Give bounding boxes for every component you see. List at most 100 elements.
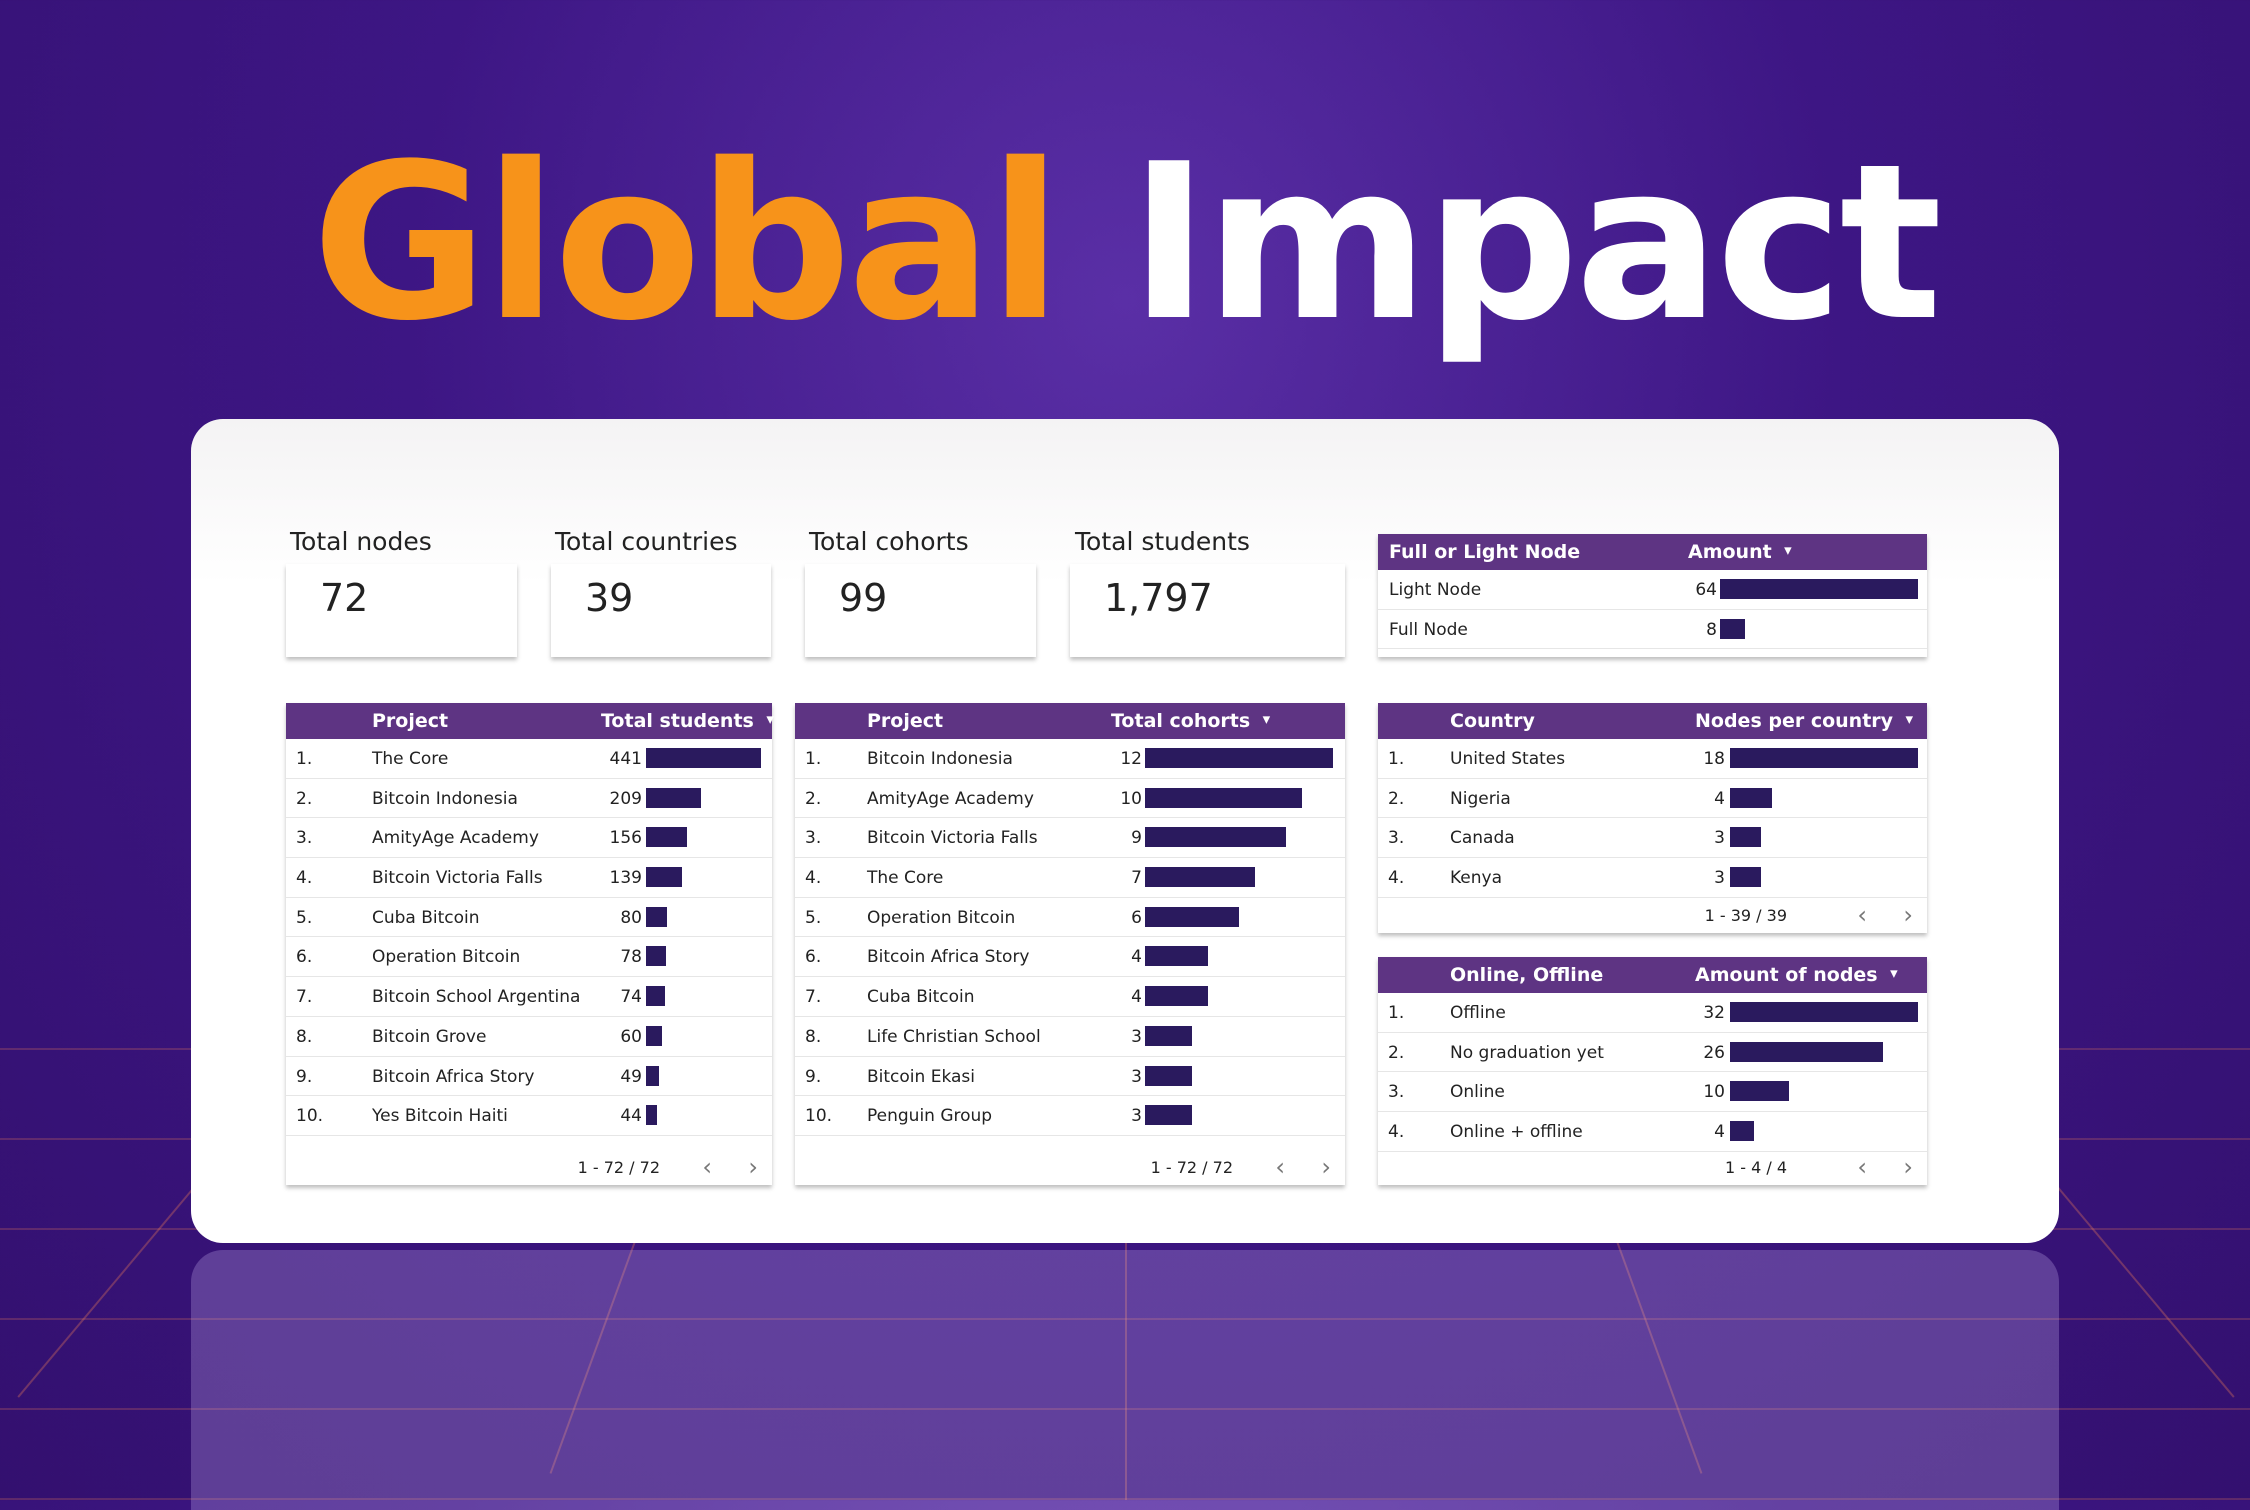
table-row: 1. United States 18 — [1378, 739, 1927, 779]
row-rank: 1. — [296, 749, 313, 769]
table-row: 5. Cuba Bitcoin 80 — [286, 898, 772, 938]
kpi-value-cohorts: 99 — [805, 564, 1036, 657]
row-rank: 10. — [805, 1106, 833, 1127]
column-header-label: Full or Light Node — [1389, 541, 1581, 563]
column-header-label: Project — [867, 710, 944, 732]
countries-table: Country Nodes per country ▾ 1. United States… — [1378, 703, 1927, 933]
next-page-button[interactable]: › — [748, 1153, 758, 1181]
value-bar — [646, 867, 683, 888]
value-bar — [1730, 1002, 1918, 1022]
row-value: 3 — [1131, 1106, 1142, 1127]
value-bar — [646, 1065, 659, 1086]
row-rank: 3. — [296, 828, 313, 849]
table-row: 10. Yes Bitcoin Haiti 44 — [286, 1096, 772, 1136]
row-rank: 2. — [1388, 788, 1405, 809]
value-bar — [1730, 1081, 1789, 1102]
students-table: Project Total students ▾ 1. The Core 441 2. Bit… — [286, 703, 774, 1185]
table-row: 3. Online 10 — [1378, 1072, 1927, 1113]
next-page-button[interactable]: › — [1321, 1153, 1331, 1181]
column-header-label: Country — [1450, 710, 1535, 732]
row-label: Light Node — [1389, 580, 1482, 600]
row-value: 78 — [620, 947, 642, 968]
next-page-button[interactable]: › — [1903, 901, 1913, 929]
value-bar — [646, 986, 666, 1007]
kpi-value-nodes: 72 — [286, 564, 517, 657]
caret-down-icon[interactable]: ▾ — [1905, 710, 1914, 728]
value-bar — [1145, 986, 1208, 1007]
table-row: Light Node 64 — [1378, 570, 1927, 610]
prev-page-button[interactable]: ‹ — [702, 1153, 712, 1181]
next-page-button[interactable]: › — [1903, 1153, 1913, 1181]
table-row: 3. Bitcoin Victoria Falls 9 — [795, 818, 1345, 859]
row-label: Canada — [1450, 828, 1515, 849]
row-label: Full Node — [1389, 619, 1468, 640]
row-label: Bitcoin Ekasi — [867, 1066, 975, 1087]
value-bar — [646, 1025, 662, 1046]
row-value: 3 — [1131, 1066, 1142, 1087]
column-header-value[interactable]: Nodes per country ▾ — [1695, 710, 1914, 732]
row-value: 6 — [1131, 907, 1142, 928]
row-label: Cuba Bitcoin — [867, 987, 975, 1008]
value-bar — [646, 906, 667, 927]
value-bar — [646, 946, 667, 967]
value-bar — [1730, 1041, 1883, 1062]
caret-down-icon[interactable]: ▾ — [1890, 964, 1898, 982]
row-label: Operation Bitcoin — [372, 947, 521, 968]
table-row: 3. AmityAge Academy 156 — [286, 818, 772, 859]
row-label: Bitcoin Indonesia — [372, 788, 518, 809]
row-value: 3 — [1131, 1026, 1142, 1047]
caret-down-icon[interactable]: ▾ — [766, 710, 774, 728]
table-row: 7. Cuba Bitcoin 4 — [795, 977, 1345, 1017]
kpi-label-nodes: Total nodes — [290, 527, 432, 556]
kpi-label-students: Total students — [1075, 527, 1250, 556]
row-label: Nigeria — [1450, 788, 1511, 809]
row-rank: 7. — [296, 987, 313, 1008]
table-row: 5. Operation Bitcoin 6 — [795, 898, 1345, 938]
row-label: AmityAge Academy — [372, 828, 539, 849]
value-bar — [1720, 618, 1745, 639]
prev-page-button[interactable]: ‹ — [1857, 1153, 1867, 1181]
table-row: 9. Bitcoin Ekasi 3 — [795, 1057, 1345, 1097]
caret-down-icon[interactable]: ▾ — [1262, 710, 1271, 728]
table-header: Online, Offline Amount of nodes ▾ — [1378, 957, 1927, 993]
column-header-value[interactable]: Amount ▾ — [1688, 541, 1792, 563]
table-row: 7. Bitcoin School Argentina 74 — [286, 977, 772, 1017]
row-rank: 3. — [1388, 1082, 1405, 1103]
table-row: 6. Operation Bitcoin 78 — [286, 937, 772, 978]
row-value: 64 — [1695, 580, 1717, 600]
value-bar — [1730, 787, 1772, 808]
row-rank: 4. — [296, 868, 313, 889]
row-label: Penguin Group — [867, 1106, 993, 1127]
value-bar — [1730, 827, 1762, 848]
row-value: 10 — [1120, 788, 1142, 809]
column-header-value[interactable]: Total cohorts ▾ — [1111, 710, 1271, 732]
kpi-label-cohorts: Total cohorts — [809, 527, 969, 556]
row-label: AmityAge Academy — [867, 788, 1034, 809]
row-value: 4 — [1714, 788, 1725, 809]
table-row: 4. Online + offline 4 — [1378, 1112, 1927, 1152]
row-label: Bitcoin Africa Story — [372, 1066, 535, 1087]
column-header-value[interactable]: Total students ▾ — [601, 710, 774, 732]
row-rank: 3. — [805, 828, 822, 849]
card-reflection — [191, 1250, 2059, 1510]
row-value: 9 — [1131, 828, 1142, 849]
row-value: 80 — [620, 907, 642, 928]
row-rank: 4. — [805, 868, 822, 889]
prev-page-button[interactable]: ‹ — [1275, 1153, 1285, 1181]
value-bar — [646, 787, 701, 808]
row-value: 18 — [1703, 749, 1725, 769]
caret-down-icon[interactable]: ▾ — [1784, 541, 1792, 559]
prev-page-button[interactable]: ‹ — [1857, 901, 1867, 929]
row-label: Cuba Bitcoin — [372, 907, 480, 928]
row-value: 32 — [1703, 1003, 1725, 1023]
row-value: 12 — [1120, 749, 1142, 769]
row-value: 209 — [609, 788, 642, 809]
value-bar — [1730, 1121, 1754, 1142]
column-header-value[interactable]: Amount of nodes ▾ — [1695, 964, 1898, 986]
row-value: 441 — [609, 749, 642, 769]
row-label: Bitcoin Victoria Falls — [867, 828, 1038, 849]
row-label: The Core — [372, 749, 449, 769]
row-label: Operation Bitcoin — [867, 907, 1016, 928]
row-rank: 7. — [805, 987, 822, 1008]
row-rank: 2. — [1388, 1042, 1405, 1063]
